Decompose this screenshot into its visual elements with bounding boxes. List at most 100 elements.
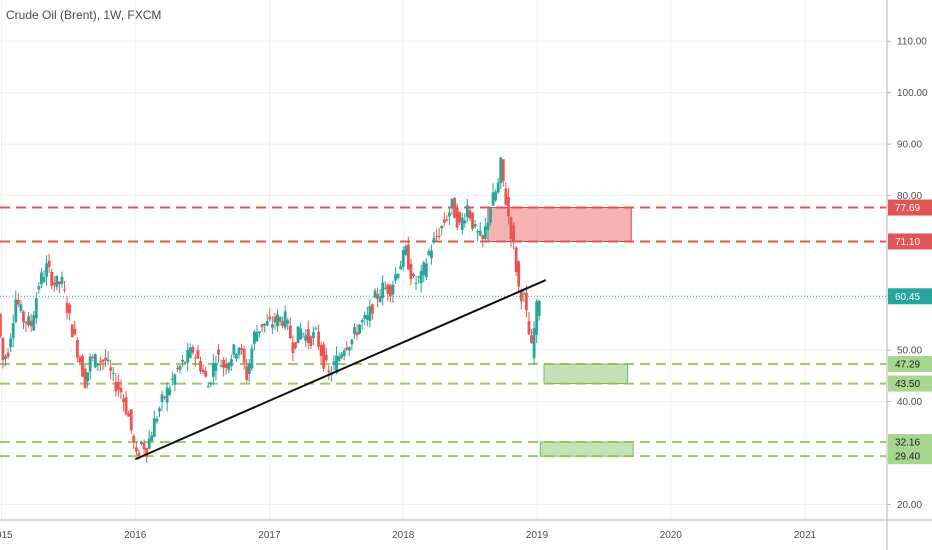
candle-body [214,363,218,372]
time-tick-label: 2015 [0,530,13,541]
candle-body [211,362,215,377]
price-tick-label: 100.00 [897,88,928,99]
price-tick-label: 40.00 [897,397,922,408]
candle-body [134,447,138,452]
candle-body [240,348,243,351]
candle-body [296,326,300,344]
candle-body [29,320,33,326]
candle-body [222,359,226,368]
candle-body [519,290,523,302]
price-tick-label: 110.00 [897,37,927,48]
support-price-tag-text: 43.50 [895,379,920,390]
support-price-tag-bg [888,448,932,465]
candle-body [396,273,400,278]
price-tick-label: 80.00 [897,191,922,202]
candle-body [286,320,290,324]
candle-body [173,374,177,385]
candle-body [224,363,228,368]
candle-body [312,332,315,339]
candle-body [114,381,118,392]
candle-body [252,331,256,344]
candle-body [437,235,441,237]
chart-title: Crude Oil (Brent), 1W, FXCM [6,8,162,22]
candle-body [237,347,241,355]
candle-body [424,263,428,278]
candle-body [491,192,495,206]
candle-body [327,370,331,373]
candle-body [181,359,184,362]
candle-body [442,219,446,223]
candle-body [219,365,223,367]
candles [0,156,541,463]
candle-body [245,366,249,380]
candle-body [360,320,364,323]
candle-body [91,356,95,359]
candle-body [355,332,359,336]
candle-body [314,328,318,330]
price-tick-label: 50.00 [897,346,922,357]
support-zone [543,363,629,385]
candle-body [445,219,449,221]
candle-body [93,354,97,368]
last-price-tag-text: 60.45 [895,292,920,303]
resistance-price-tag: 77.69 [888,199,932,216]
candle-body [319,345,323,356]
candle-body [209,382,213,385]
price-tick-label: 20.00 [897,500,922,511]
candle-body [489,208,492,223]
last-price-tag-bg [888,288,932,305]
candle-body [24,321,28,324]
candle-body [40,272,43,285]
candle-body [160,394,164,403]
candle-body [435,236,438,238]
candle-body [250,348,254,369]
candle-body [294,342,297,348]
candle-body [104,357,107,361]
candle-body [196,350,200,359]
candle-body [75,339,79,358]
candle-body [483,226,487,240]
candle-body [499,157,503,183]
candle-body [422,262,426,276]
candle-body [322,344,326,369]
candle-body [34,298,38,319]
candle-body [1,338,5,361]
candle-body [460,217,464,230]
support-price-tag-bg [888,433,932,450]
candle-body [165,387,169,403]
candle-body [496,182,500,193]
candle-body [342,350,346,356]
candle-body [11,323,15,339]
candle-body [132,435,136,442]
candle-body [358,324,362,334]
candle-body [37,286,41,290]
candle-body [0,314,2,337]
candle-body [32,315,36,331]
candle-body [42,277,46,282]
candle-body [247,363,251,374]
candle-body [371,304,374,314]
candle-body [404,246,408,255]
candle-body [512,225,515,242]
candle-body [507,196,510,217]
support-price-tag-text: 47.29 [895,360,920,371]
candle-body [283,311,287,328]
candle-body [524,292,528,311]
candle-body [427,251,431,255]
support-price-tag: 43.50 [888,375,932,392]
candle-body [504,188,508,205]
candle-body [270,324,274,328]
candle-body [481,235,485,240]
time-tick-label: 2019 [526,530,549,541]
support-price-tag: 47.29 [888,356,932,373]
candle-body [27,316,30,326]
candle-body [193,357,197,359]
candle-body [432,238,436,243]
candle-body [142,443,146,450]
candle-body [406,244,410,270]
candle-body [176,368,179,370]
candle-body [4,356,7,359]
candle-body [458,212,462,223]
support-price-tag-bg [888,375,932,392]
